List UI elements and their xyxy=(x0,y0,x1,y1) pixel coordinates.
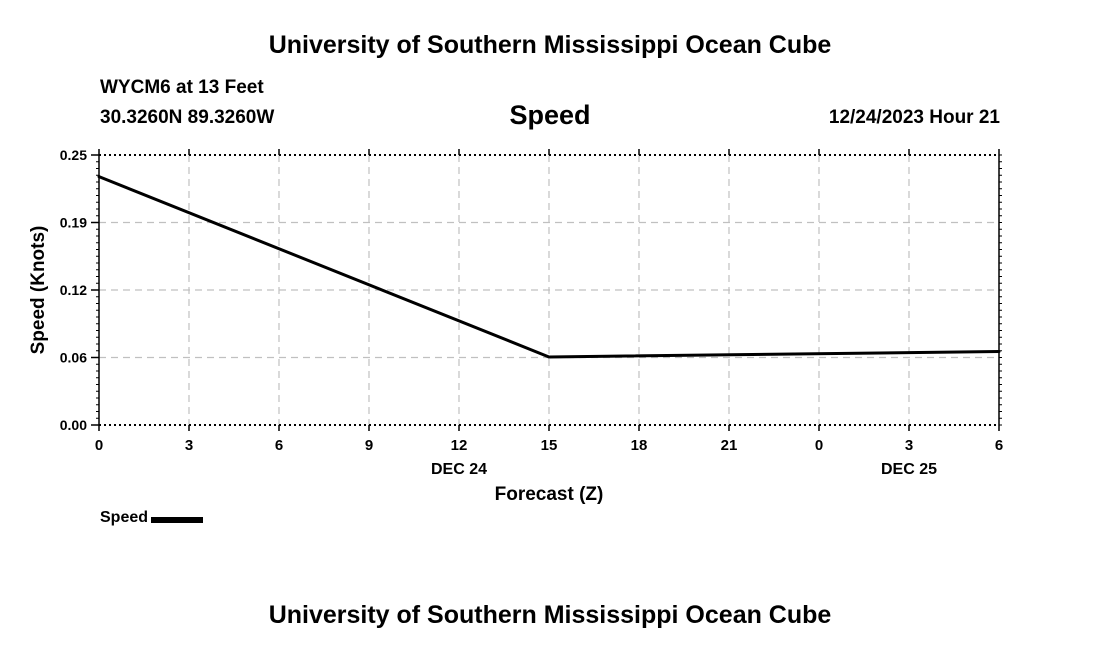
y-axis-title: Speed (Knots) xyxy=(28,226,49,355)
speed-data-point xyxy=(97,175,101,179)
x-day-label: DEC 24 xyxy=(431,461,487,478)
y-tick-label: 0.12 xyxy=(60,282,87,298)
coordinates-label: 30.3260N 89.3260W xyxy=(100,107,275,128)
x-tick-label: 3 xyxy=(905,437,913,454)
footer-title: University of Southern Mississippi Ocean… xyxy=(268,601,832,629)
x-tick-label: 9 xyxy=(365,437,373,454)
legend: Speed xyxy=(100,509,204,527)
y-tick-label: 0.25 xyxy=(60,147,87,163)
legend-label: Speed xyxy=(100,509,149,526)
x-tick-label: 6 xyxy=(995,437,1003,454)
x-tick-label: 21 xyxy=(721,437,738,454)
y-tick-label: 0.06 xyxy=(60,350,87,366)
x-tick-label: 0 xyxy=(95,437,103,454)
x-tick-label: 18 xyxy=(631,437,648,454)
x-day-label: DEC 25 xyxy=(881,461,937,478)
page-title: University of Southern Mississippi Ocean… xyxy=(268,31,832,59)
x-tick-label: 15 xyxy=(541,437,558,454)
y-tick-label: 0.00 xyxy=(60,417,87,433)
x-axis-title: Forecast (Z) xyxy=(495,484,604,505)
x-tick-label: 0 xyxy=(815,437,823,454)
speed-data-point xyxy=(997,350,1001,354)
speed-data-point xyxy=(547,355,551,359)
x-tick-label: 3 xyxy=(185,437,193,454)
y-tick-label: 0.19 xyxy=(60,215,87,231)
datetime-label: 12/24/2023 Hour 21 xyxy=(828,107,1000,128)
x-tick-label: 12 xyxy=(451,437,468,454)
station-label: WYCM6 at 13 Feet xyxy=(100,77,264,98)
x-tick-label: 6 xyxy=(275,437,283,454)
legend-swatch xyxy=(151,516,204,523)
chart-title: Speed xyxy=(509,100,591,130)
